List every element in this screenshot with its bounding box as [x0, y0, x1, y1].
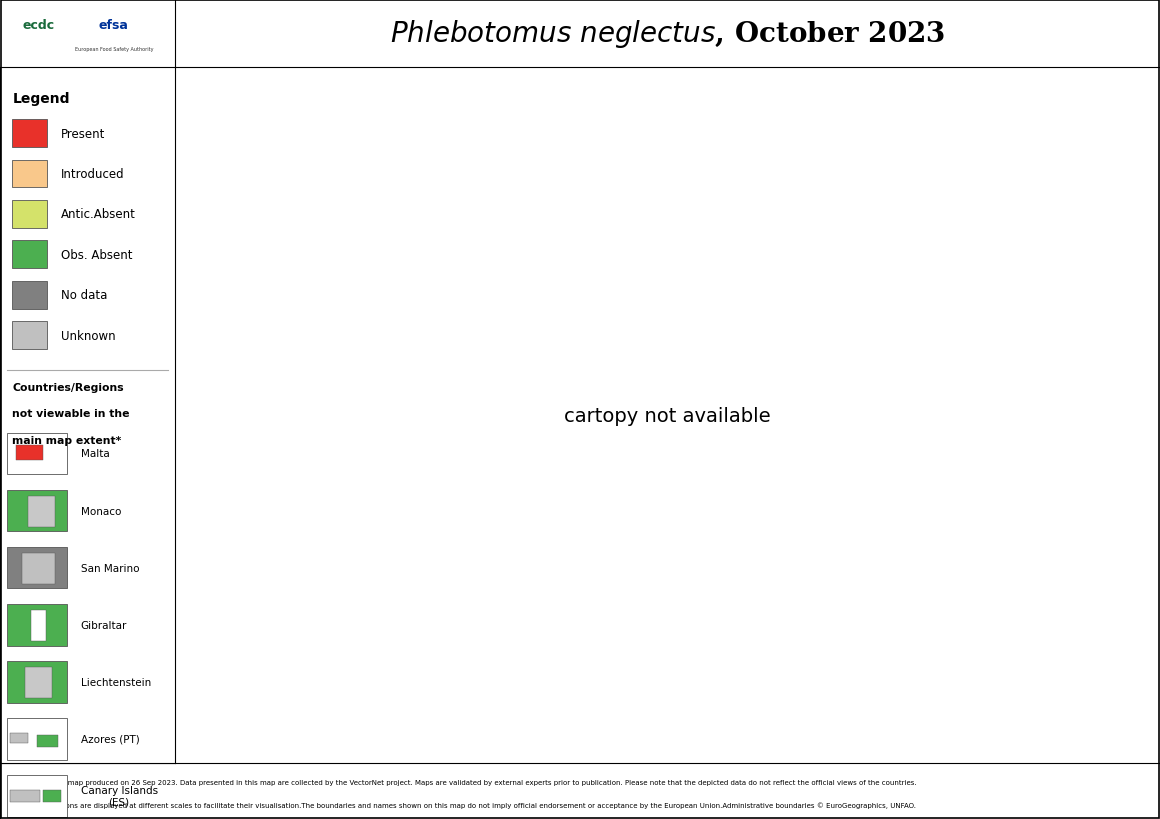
Text: Liechtenstein: Liechtenstein	[80, 677, 151, 687]
Text: Present: Present	[61, 128, 106, 141]
Text: not viewable in the: not viewable in the	[13, 409, 130, 419]
FancyBboxPatch shape	[7, 604, 66, 646]
Text: Obs. Absent: Obs. Absent	[61, 248, 132, 261]
Text: ecdc: ecdc	[22, 20, 55, 32]
FancyBboxPatch shape	[7, 661, 66, 703]
FancyBboxPatch shape	[7, 490, 66, 532]
FancyBboxPatch shape	[43, 790, 60, 803]
FancyBboxPatch shape	[13, 322, 48, 350]
FancyBboxPatch shape	[13, 120, 48, 148]
Text: Countries/Regions: Countries/Regions	[13, 382, 124, 392]
FancyBboxPatch shape	[16, 446, 43, 460]
Text: main map extent*: main map extent*	[13, 435, 122, 445]
FancyBboxPatch shape	[22, 554, 55, 585]
Text: Gibraltar: Gibraltar	[80, 620, 126, 630]
Text: No data: No data	[61, 289, 108, 302]
FancyBboxPatch shape	[13, 201, 48, 229]
FancyBboxPatch shape	[7, 718, 66, 760]
Text: European Food Safety Authority: European Food Safety Authority	[74, 47, 153, 52]
FancyBboxPatch shape	[7, 775, 66, 817]
FancyBboxPatch shape	[13, 161, 48, 188]
FancyBboxPatch shape	[10, 733, 28, 743]
FancyBboxPatch shape	[37, 735, 58, 747]
Text: Malta: Malta	[80, 449, 109, 459]
Text: $\mathit{Phlebotomus\ neglectus}$, October 2023: $\mathit{Phlebotomus\ neglectus}$, Octob…	[390, 18, 945, 50]
FancyBboxPatch shape	[13, 241, 48, 269]
FancyBboxPatch shape	[7, 547, 66, 589]
FancyBboxPatch shape	[28, 496, 55, 527]
Text: Monaco: Monaco	[80, 506, 121, 516]
Text: Legend: Legend	[13, 93, 70, 106]
FancyBboxPatch shape	[7, 433, 66, 475]
FancyBboxPatch shape	[13, 282, 48, 310]
Text: efsa: efsa	[99, 20, 129, 32]
FancyBboxPatch shape	[31, 610, 45, 641]
Text: Unknown: Unknown	[61, 329, 116, 342]
Text: Canary Islands
(ES): Canary Islands (ES)	[80, 785, 158, 807]
Text: Introduced: Introduced	[61, 168, 125, 181]
FancyBboxPatch shape	[24, 667, 52, 699]
Text: Antic.Absent: Antic.Absent	[61, 208, 136, 221]
Text: * Countries/Regions are displayed at different scales to facilitate their visual: * Countries/Regions are displayed at dif…	[9, 801, 916, 808]
Text: cartopy not available: cartopy not available	[564, 406, 771, 425]
Text: Azores (PT): Azores (PT)	[80, 734, 139, 744]
FancyBboxPatch shape	[10, 790, 39, 803]
Text: ECDC and EFSA, map produced on 26 Sep 2023. Data presented in this map are colle: ECDC and EFSA, map produced on 26 Sep 20…	[9, 779, 916, 785]
Text: San Marino: San Marino	[80, 563, 139, 573]
